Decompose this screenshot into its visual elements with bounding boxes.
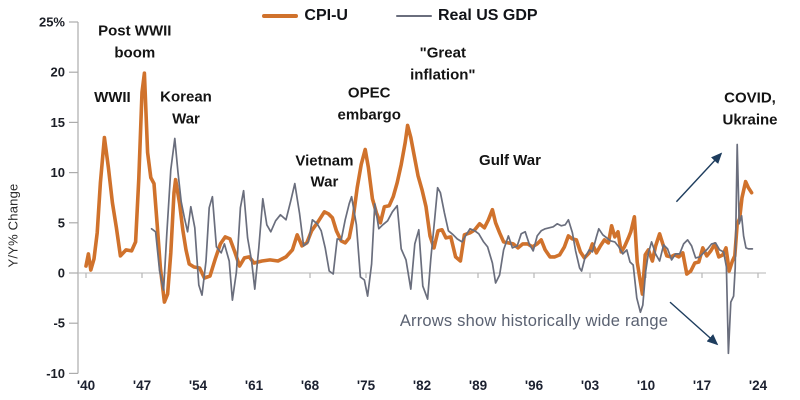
x-tick-label: '75 — [357, 378, 376, 393]
range-arrow — [675, 152, 723, 203]
legend-item-cpi-u: CPI-U — [262, 7, 348, 25]
x-tick-label: '54 — [189, 378, 208, 393]
range-arrow — [669, 301, 719, 346]
y-tick-label: 0 — [58, 266, 65, 281]
real-us-gdp-line — [150, 137, 754, 355]
x-tick-label: '61 — [245, 378, 264, 393]
legend-item-real-us-gdp: Real US GDP — [395, 7, 538, 25]
y-tick-label: 20 — [51, 65, 65, 80]
x-tick-label: '82 — [413, 378, 431, 393]
legend-label-real-us-gdp: Real US GDP — [437, 7, 538, 24]
y-tick-label: 15 — [51, 115, 65, 130]
cpi-u-line — [84, 71, 754, 304]
y-tick-label: 25% — [39, 15, 65, 30]
x-tick-label: '47 — [133, 378, 151, 393]
real-us-gdp-line-swatch — [395, 15, 432, 17]
y-tick-label: 5 — [58, 215, 65, 230]
cpi-u-line-swatch — [262, 14, 299, 18]
chart-legend: CPI-U Real US GDP — [0, 7, 800, 25]
y-tick-label: 10 — [51, 165, 65, 180]
x-tick-label: '68 — [301, 378, 320, 393]
x-tick-label: '10 — [637, 378, 655, 393]
annotation-arrows — [669, 152, 723, 346]
x-axis: '40 '47 '54 '61 '68 '75 '82 '89 '96 '03 '10 '17 '24 — [77, 272, 768, 393]
x-tick-label: '96 — [525, 378, 544, 393]
y-axis: 25% 20 15 10 5 0 -5 -10 — [39, 15, 79, 381]
x-tick-label: '40 — [77, 378, 95, 393]
x-tick-label: '17 — [693, 378, 711, 393]
x-tick-label: '03 — [581, 378, 600, 393]
x-tick-label: '89 — [469, 378, 487, 393]
y-axis-title: Y/Y% Change — [5, 183, 21, 268]
legend-label-cpi-u: CPI-U — [304, 7, 348, 24]
y-tick-label: -5 — [53, 316, 65, 331]
y-tick-label: -10 — [46, 366, 65, 381]
x-tick-label: '24 — [749, 378, 768, 393]
